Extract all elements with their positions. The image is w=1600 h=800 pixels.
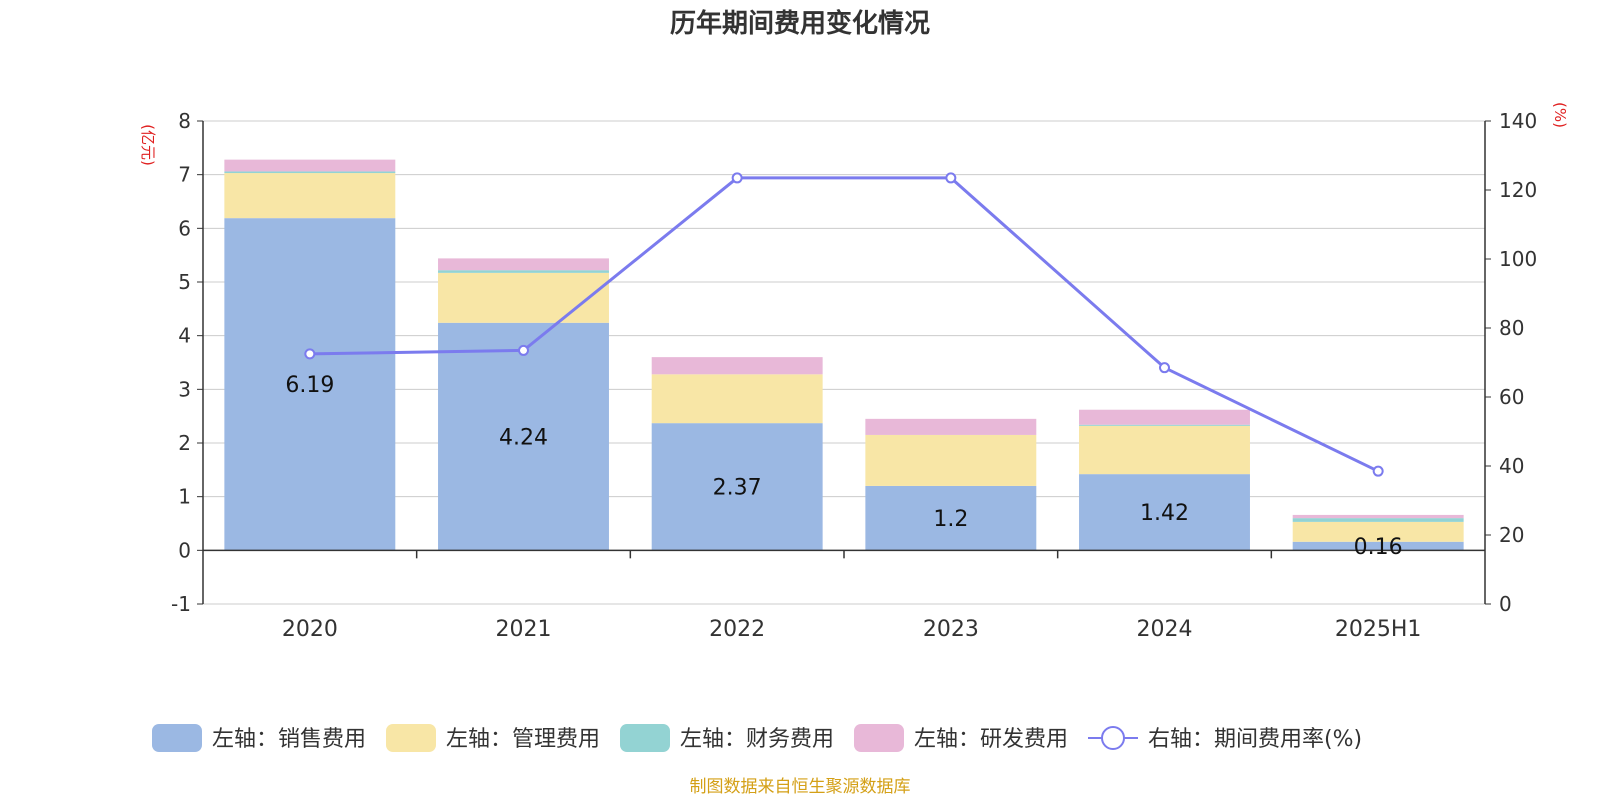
legend-label: 左轴：管理费用 [446,727,600,752]
left-tick-label: -1 [171,592,191,616]
left-tick-label: 3 [178,377,191,401]
legend: 左轴：销售费用 左轴：管理费用 左轴：财务费用 左轴：研发费用 右轴：期间费用率(%) [152,724,1362,752]
rate-point [1372,465,1384,477]
bar-segment [438,258,609,271]
right-tick-label: 120 [1499,178,1537,202]
x-tick-label: 2025H1 [1335,617,1422,642]
left-tick-label: 2 [178,431,191,455]
bar-segment [651,423,823,551]
right-tick-label: 40 [1499,454,1524,478]
left-tick-label: 4 [178,324,191,348]
data-label: 6.19 [285,373,334,398]
data-label: 1.2 [933,507,968,532]
legend-item: 右轴：期间费用率(%) [1088,726,1362,752]
x-tick-label: 2020 [282,617,338,642]
bar-segment [865,418,1037,435]
left-tick-label: 0 [178,538,191,562]
chart-title: 历年期间费用变化情况 [670,8,930,39]
legend-item: 左轴：研发费用 [854,724,1068,752]
x-tick-label: 2024 [1137,617,1193,642]
bar-segment [865,434,1037,486]
legend-marker [1101,726,1125,750]
x-tick-label: 2023 [923,617,979,642]
legend-item: 左轴：管理费用 [386,724,600,752]
data-label: 2.37 [713,476,762,501]
bar-segment [438,270,609,273]
bar-segment [1292,541,1464,551]
legend-label: 左轴：研发费用 [914,727,1068,752]
bar-segment [1079,425,1250,475]
bar-segment [865,485,1037,551]
legend-swatch [620,724,670,752]
rate-line [309,176,1379,473]
left-tick-label: 6 [178,216,191,240]
right-axis-unit: (%) [1551,102,1569,128]
legend-swatch [152,724,202,752]
data-labels: 6.19 4.24 2.37 1.2 1.42 0.16 [285,373,1402,560]
left-tick-label: 7 [178,163,191,187]
left-tick-label: 5 [178,270,191,294]
rate-point [1159,362,1170,374]
right-tick-label: 0 [1499,592,1512,616]
legend-item: 左轴：销售费用 [152,724,366,752]
bar-group [224,159,1464,551]
bar-segment [224,171,396,174]
legend-label: 左轴：销售费用 [212,727,366,752]
legend-label: 左轴：财务费用 [680,727,834,752]
source-note: 制图数据来自恒生聚源数据库 [690,777,911,797]
right-tick-label: 20 [1499,523,1524,547]
legend-swatch [854,724,904,752]
rate-point [304,348,316,360]
bar-segment [1292,518,1464,522]
bar-segment [224,173,396,219]
rate-point [518,344,529,356]
legend-label: 右轴：期间费用率(%) [1148,727,1362,752]
bar-segment [1079,474,1250,551]
bar-segment [1079,409,1250,425]
data-label: 4.24 [499,426,548,451]
legend-swatch [386,724,436,752]
legend-item: 左轴：财务费用 [620,724,834,752]
x-tick-label: 2021 [496,617,552,642]
axes: 8 7 6 5 4 3 2 1 0 -1 140 120 100 80 60 40 20 0 2020 2021 202… [171,109,1537,642]
bar-segment [1079,424,1250,426]
bar-segment [651,374,823,424]
left-tick-label: 8 [178,109,191,133]
bar-segment [224,159,396,172]
right-tick-label: 80 [1499,316,1524,340]
right-tick-label: 60 [1499,385,1524,409]
x-tick-label: 2022 [709,617,765,642]
line-series [304,172,1384,477]
bar-segment [651,357,823,375]
bar-segment [224,218,396,551]
rate-point [731,172,743,184]
rate-point [945,172,957,184]
bar-segment [438,322,609,551]
data-label: 0.16 [1354,535,1403,560]
bar-segment [1292,514,1464,519]
bar-segment [438,272,609,323]
data-label: 1.42 [1140,501,1189,526]
left-axis-unit: (亿元) [139,124,157,166]
bar-segment [1292,521,1464,542]
left-tick-label: 1 [178,485,191,509]
right-tick-label: 100 [1499,247,1537,271]
right-tick-label: 140 [1499,109,1537,133]
